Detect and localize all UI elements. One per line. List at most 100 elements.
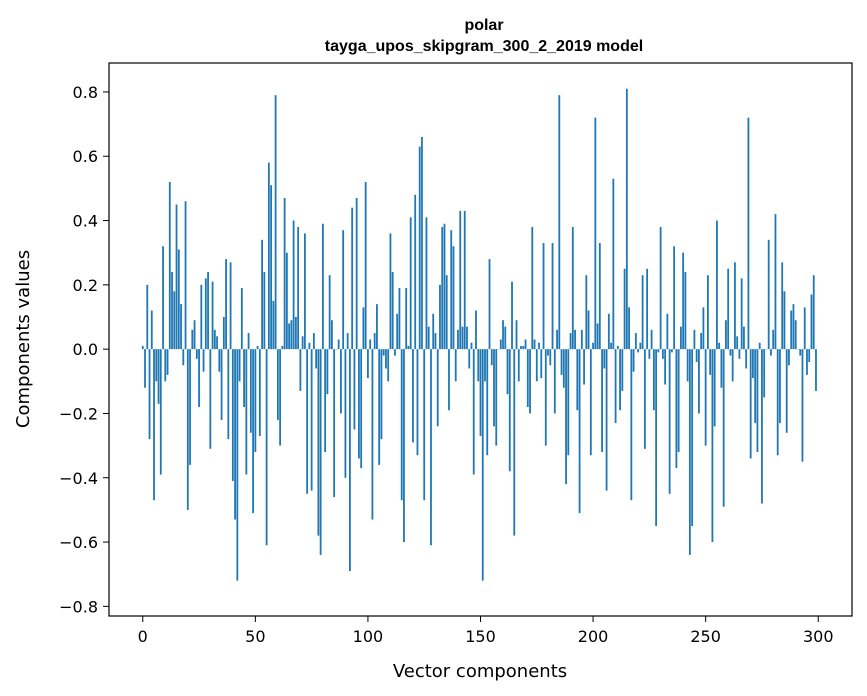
bar [294, 316, 297, 350]
bar [772, 329, 775, 350]
bar [803, 307, 806, 350]
bar [385, 349, 387, 369]
bar [558, 95, 561, 350]
bar [783, 291, 786, 350]
bar [749, 349, 752, 459]
y-tick-label: 0.8 [73, 83, 98, 102]
bar [297, 226, 300, 350]
bar [333, 349, 336, 498]
bar [254, 349, 257, 453]
x-axis-ticks: 0 50 100 150 200 250 300 [138, 616, 834, 646]
bar [664, 349, 667, 385]
bar [459, 210, 462, 350]
bar [524, 339, 527, 350]
bar [439, 284, 441, 350]
bar [247, 333, 250, 350]
bar [754, 349, 757, 424]
bar [409, 217, 412, 350]
bar [792, 304, 795, 350]
bar [725, 320, 727, 350]
bar [312, 333, 315, 350]
bar [493, 349, 495, 427]
bar [569, 333, 572, 350]
bar [310, 349, 313, 491]
bar [698, 349, 700, 414]
bar [551, 243, 554, 350]
bar [389, 233, 392, 350]
bar [472, 349, 475, 475]
bar [673, 246, 676, 350]
bar [353, 349, 356, 430]
bar [603, 349, 606, 369]
bar [391, 271, 394, 350]
bar [520, 345, 522, 350]
bar [346, 333, 349, 350]
bar [412, 349, 414, 443]
bar [679, 326, 682, 350]
y-tick-label: −0.2 [59, 404, 98, 423]
bar [801, 349, 804, 462]
bar [331, 320, 333, 350]
bar [623, 268, 626, 350]
y-axis-label: Components values [13, 250, 34, 428]
bar [655, 349, 658, 526]
bar [517, 349, 520, 382]
bar [477, 349, 480, 382]
bar [612, 178, 615, 350]
bar [189, 349, 191, 465]
bar [267, 162, 270, 350]
bar [240, 288, 243, 350]
bar [668, 349, 671, 494]
bar [218, 349, 221, 372]
bar [720, 349, 723, 388]
bar [229, 262, 232, 350]
bar [610, 342, 612, 350]
bar [542, 243, 545, 350]
bar [729, 349, 732, 356]
bar [538, 342, 540, 350]
bar [148, 349, 151, 440]
bar [231, 349, 234, 481]
bar [770, 349, 772, 356]
bar [328, 275, 331, 350]
bar [265, 349, 268, 546]
bar [387, 349, 390, 382]
bar [157, 349, 160, 404]
bar [475, 310, 477, 350]
bar [601, 349, 603, 453]
bar [481, 349, 484, 581]
bar [707, 275, 709, 350]
bar [727, 268, 730, 350]
y-axis-ticks: −0.8 −0.6 −0.4 −0.2 0.0 0.2 0.4 0.6 0.8 [59, 83, 109, 616]
bar [306, 349, 309, 494]
bar [641, 275, 644, 350]
bars-group [141, 88, 817, 581]
bar [709, 349, 712, 375]
bar [470, 342, 473, 350]
bar [261, 239, 263, 350]
bar [184, 201, 187, 350]
bar [540, 349, 543, 379]
chart-title: polar [464, 17, 503, 34]
bar [643, 349, 646, 449]
bar [427, 326, 430, 350]
bar [421, 136, 423, 350]
bar [445, 275, 448, 350]
bar [657, 349, 660, 353]
bar [337, 339, 340, 350]
bar [574, 329, 576, 350]
bar [808, 349, 811, 363]
x-tick-label: 250 [690, 627, 721, 646]
bar [146, 284, 149, 350]
bar [740, 278, 743, 350]
bar [571, 226, 574, 350]
bar [198, 349, 200, 408]
bar [513, 349, 516, 536]
bar [405, 288, 408, 350]
bar [403, 349, 405, 543]
bar [637, 349, 640, 353]
bar [227, 349, 230, 440]
bar [745, 349, 748, 369]
bar [711, 349, 714, 543]
bar [234, 349, 236, 520]
